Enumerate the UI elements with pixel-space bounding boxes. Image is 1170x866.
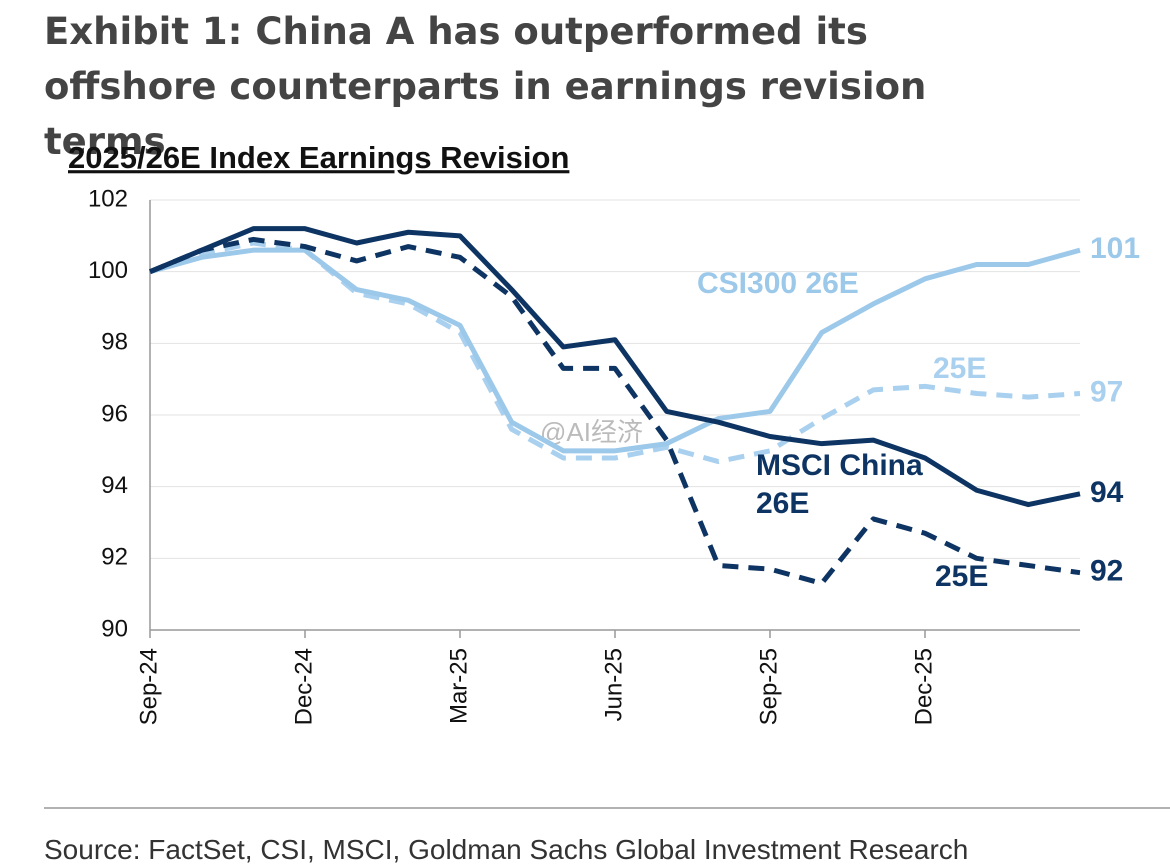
y-tick-label: 102 [88, 185, 128, 212]
series-line [149, 247, 1081, 454]
end-label: 92 [1090, 555, 1123, 588]
chart-title: 2025/26E Index Earnings Revision [68, 140, 569, 175]
y-tick-label: 90 [101, 615, 128, 642]
y-tick-label: 98 [101, 329, 128, 356]
y-tick-label: 96 [101, 400, 128, 427]
series-label: 25E [933, 352, 987, 385]
series-label: 25E [935, 560, 989, 593]
y-tick-label: 100 [88, 257, 128, 284]
x-tick-label: Sep-25 [755, 648, 782, 725]
series-line [149, 236, 1081, 586]
end-label: 101 [1090, 232, 1140, 265]
y-tick-label: 94 [101, 472, 128, 499]
end-label: 97 [1090, 375, 1123, 408]
series-label: MSCI China 26E [756, 449, 923, 520]
x-tick-label: Dec-25 [910, 648, 937, 725]
x-tick-label: Sep-24 [135, 648, 162, 725]
x-tick-label: Jun-25 [600, 648, 627, 721]
x-tick-label: Dec-24 [290, 648, 317, 725]
watermark: @AI经济 [540, 417, 643, 447]
source: Source: FactSet, CSI, MSCI, Goldman Sach… [44, 834, 969, 865]
x-tick-label: Mar-25 [445, 648, 472, 724]
y-tick-label: 92 [101, 544, 128, 571]
series-label: CSI300 26E [697, 267, 859, 300]
end-label: 94 [1090, 476, 1124, 509]
exhibit-title: Exhibit 1: China A has outperformed its … [44, 10, 927, 163]
series-line [149, 226, 1081, 508]
